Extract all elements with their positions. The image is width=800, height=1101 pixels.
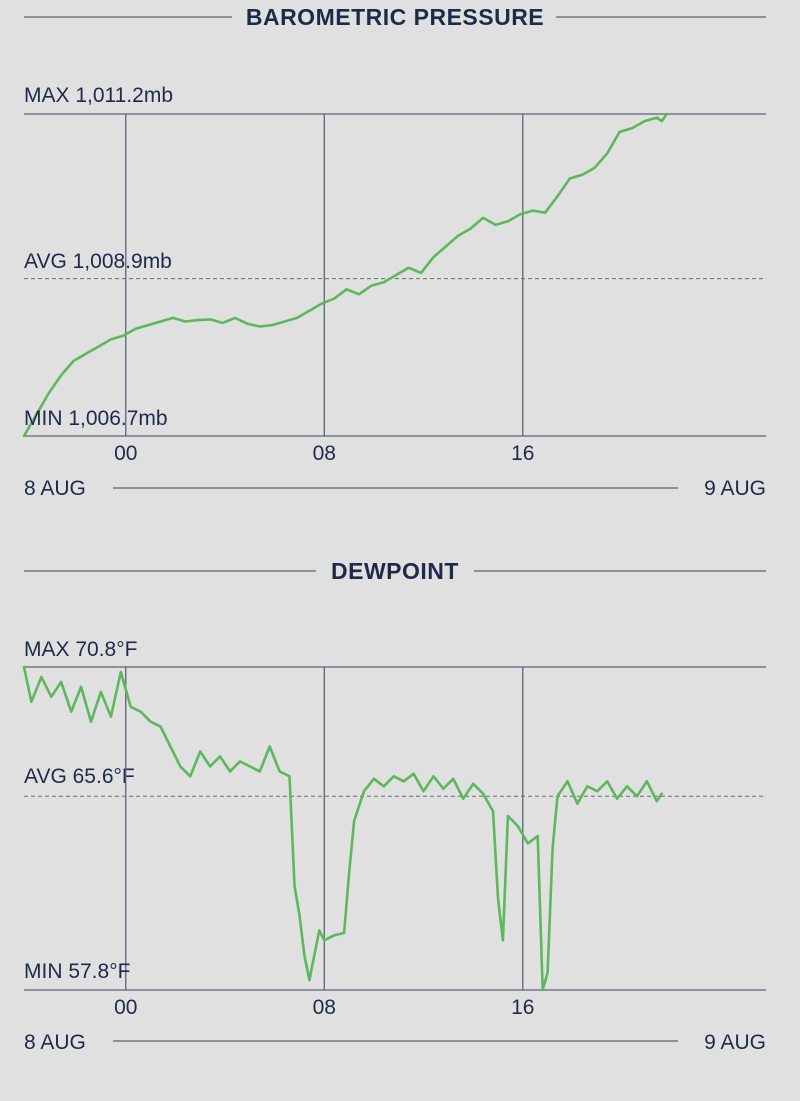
- min-label: MIN 57.8°F: [24, 960, 130, 983]
- max-label: MAX 70.8°F: [24, 638, 137, 661]
- x-tick-label-00: 00: [114, 996, 137, 1019]
- chart-title: DEWPOINT: [331, 558, 459, 584]
- x-tick-labels: 00 08 16: [114, 442, 534, 465]
- pressure-series-line: [22, 112, 669, 438]
- vertical-gridlines: [125, 667, 524, 990]
- min-label: MIN 1,006.7mb: [24, 407, 168, 430]
- x-tick-label-08: 08: [313, 442, 336, 465]
- dewpoint-series-line: [22, 665, 664, 992]
- start-date-label: 8 AUG: [24, 477, 86, 500]
- avg-label: AVG 65.6°F: [24, 765, 135, 788]
- x-tick-label-16: 16: [511, 442, 534, 465]
- chart-title: BAROMETRIC PRESSURE: [246, 4, 544, 30]
- x-tick-label-16: 16: [511, 996, 534, 1019]
- x-tick-label-00: 00: [114, 442, 137, 465]
- max-label: MAX 1,011.2mb: [24, 84, 173, 107]
- end-date-label: 9 AUG: [704, 477, 766, 500]
- end-date-label: 9 AUG: [704, 1031, 766, 1054]
- start-date-label: 8 AUG: [24, 1031, 86, 1054]
- dewpoint-chart: DEWPOINT MAX 70.8°F AVG 65.6°F MIN 57.8°…: [22, 558, 766, 1054]
- x-tick-label-08: 08: [313, 996, 336, 1019]
- barometric-pressure-chart: BAROMETRIC PRESSURE MAX 1,011.2mb AVG 1,…: [22, 4, 766, 500]
- x-tick-labels: 00 08 16: [114, 996, 534, 1019]
- avg-label: AVG 1,008.9mb: [24, 250, 172, 273]
- vertical-gridlines: [125, 114, 524, 436]
